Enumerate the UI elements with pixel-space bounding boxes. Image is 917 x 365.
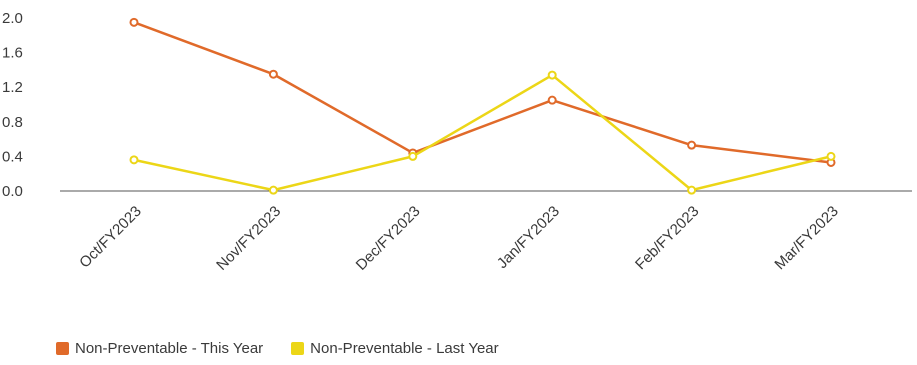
legend: Non-Preventable - This Year Non-Preventa… xyxy=(56,340,499,357)
data-point[interactable] xyxy=(547,70,557,80)
legend-item-this-year[interactable]: Non-Preventable - This Year xyxy=(56,340,263,357)
data-point[interactable] xyxy=(687,185,697,195)
y-tick-label: 2.0 xyxy=(2,10,23,27)
y-axis: 0.0 0.4 0.8 1.2 1.6 2.0 xyxy=(2,10,23,200)
y-tick-label: 0.8 xyxy=(2,114,23,131)
x-axis: Oct/FY2023 Nov/FY2023 Dec/FY2023 Jan/FY2023… xyxy=(76,203,842,274)
x-tick-label: Mar/FY2023 xyxy=(771,203,841,273)
x-tick-label: Oct/FY2023 xyxy=(76,203,145,272)
legend-swatch-this-year xyxy=(56,342,69,355)
x-tick-label: Jan/FY2023 xyxy=(494,203,563,272)
x-tick-label: Nov/FY2023 xyxy=(213,203,284,274)
data-point[interactable] xyxy=(129,155,139,165)
y-tick-label: 0.0 xyxy=(2,183,23,200)
data-point[interactable] xyxy=(687,140,697,150)
data-point[interactable] xyxy=(268,69,278,79)
legend-swatch-last-year xyxy=(291,342,305,355)
series-line-1 xyxy=(133,73,832,192)
data-point[interactable] xyxy=(826,151,836,161)
y-tick-label: 1.2 xyxy=(2,79,23,96)
data-point[interactable] xyxy=(129,17,139,27)
y-tick-label: 1.6 xyxy=(2,45,23,62)
series-layer xyxy=(129,17,836,195)
data-point[interactable] xyxy=(268,185,278,195)
x-tick-label: Feb/FY2023 xyxy=(632,203,702,273)
legend-item-last-year[interactable]: Non-Preventable - Last Year xyxy=(291,340,499,357)
x-tick-label: Dec/FY2023 xyxy=(353,203,424,274)
data-point[interactable] xyxy=(408,151,418,161)
series-line-0 xyxy=(133,21,832,164)
data-point[interactable] xyxy=(547,95,557,105)
legend-label-this-year: Non-Preventable - This Year xyxy=(75,340,264,357)
y-tick-label: 0.4 xyxy=(2,148,23,165)
legend-label-last-year: Non-Preventable - Last Year xyxy=(310,340,499,357)
